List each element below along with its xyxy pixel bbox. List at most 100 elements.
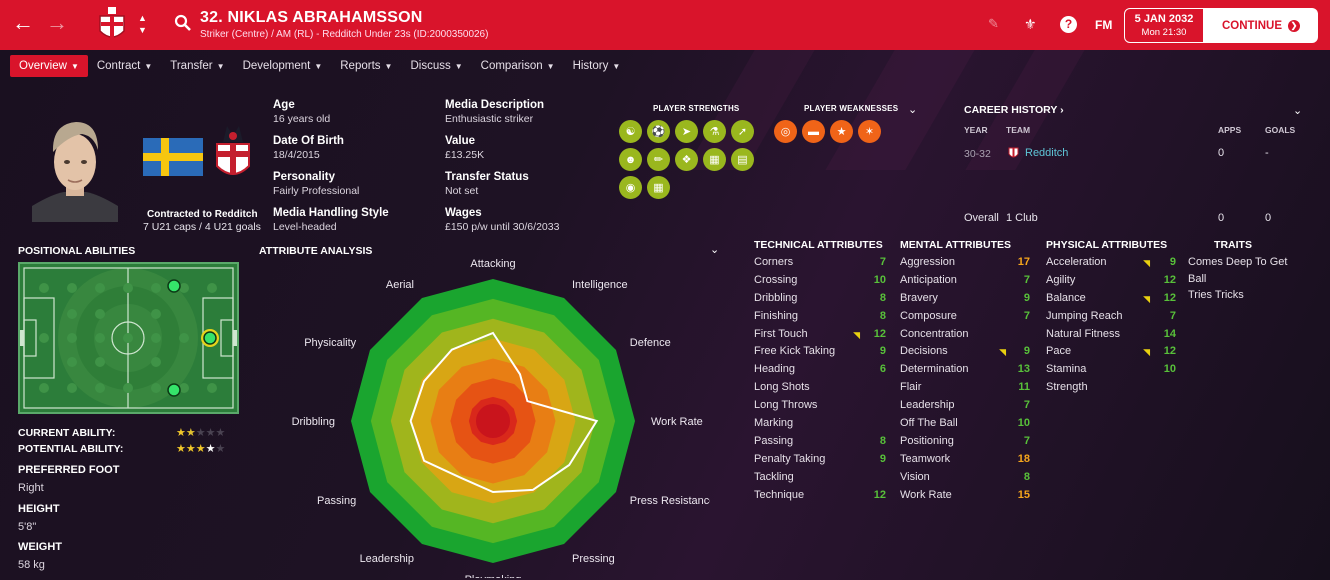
forward-arrow-icon[interactable]: → xyxy=(46,10,68,35)
attribute-row[interactable]: Balance ◥ 12 xyxy=(1046,292,1176,310)
chevron-right-icon: › xyxy=(1060,104,1064,116)
tab-label: Comparison xyxy=(480,60,543,72)
continue-button[interactable]: CONTINUE ❯ xyxy=(1204,8,1318,43)
attribute-row[interactable]: Passing 8 xyxy=(754,435,886,453)
attribute-row[interactable]: Dribbling 8 xyxy=(754,292,886,310)
position-dot-empty xyxy=(67,309,77,319)
trend-icon[interactable]: ➚ xyxy=(731,120,754,143)
fm-menu-button[interactable]: FM xyxy=(1095,18,1113,32)
attribute-row[interactable]: Teamwork 18 xyxy=(900,453,1030,471)
attribute-row[interactable]: Decisions ◥ 9 xyxy=(900,345,1030,363)
attribute-row[interactable]: Natural Fitness 14 xyxy=(1046,328,1176,346)
attribute-row[interactable]: Pace ◥ 12 xyxy=(1046,345,1176,363)
attribute-row[interactable]: Anticipation 7 xyxy=(900,274,1030,292)
edit-icon[interactable]: ✎ xyxy=(988,16,999,31)
attribute-row[interactable]: Stamina 10 xyxy=(1046,363,1176,381)
player-switch-icon[interactable]: ▲ ▼ xyxy=(138,13,147,35)
attribute-name: Leadership xyxy=(900,399,955,412)
attribute-row[interactable]: Tackling xyxy=(754,471,886,489)
attribute-row[interactable]: Flair 11 xyxy=(900,381,1030,399)
back-arrow-icon[interactable]: ← xyxy=(12,10,34,35)
career-goals: - xyxy=(1265,147,1269,159)
trophy-icon[interactable]: ⚜ xyxy=(1024,16,1037,32)
radar-core xyxy=(475,403,511,439)
attribute-value: 8 xyxy=(879,434,886,447)
attribute-row[interactable]: Finishing 8 xyxy=(754,310,886,328)
attribute-row[interactable]: Crossing 10 xyxy=(754,274,886,292)
search-icon[interactable] xyxy=(174,14,192,32)
globe-icon[interactable]: ◉ xyxy=(619,176,642,199)
media-style-value: Level-headed xyxy=(273,221,337,233)
position-dot-natural[interactable] xyxy=(203,331,217,345)
attribute-row[interactable]: Off The Ball 10 xyxy=(900,417,1030,435)
traits: TRAITS Comes Deep To Get Ball Tries Tricks xyxy=(1188,239,1318,306)
attribute-row[interactable]: Long Throws xyxy=(754,399,886,417)
attribute-row[interactable]: Vision 8 xyxy=(900,471,1030,489)
tab-discuss[interactable]: Discuss ▼ xyxy=(401,55,471,77)
target-icon[interactable]: ◎ xyxy=(774,120,797,143)
attribute-row[interactable]: Bravery 9 xyxy=(900,292,1030,310)
head-icon[interactable]: ☻ xyxy=(619,148,642,171)
attribute-row[interactable]: Jumping Reach 7 xyxy=(1046,310,1176,328)
attribute-row[interactable]: Penalty Taking 9 xyxy=(754,453,886,471)
attribute-value: 7 xyxy=(1169,309,1176,322)
attribute-row[interactable]: Aggression 17 xyxy=(900,256,1030,274)
star-icon[interactable]: ★ xyxy=(830,120,853,143)
position-dot-accomplished[interactable] xyxy=(167,383,181,397)
tab-history[interactable]: History ▼ xyxy=(564,55,630,77)
feet-icon[interactable]: ❖ xyxy=(675,148,698,171)
attribute-row[interactable]: Technique 12 xyxy=(754,489,886,507)
chevron-down-icon[interactable]: ⌄ xyxy=(710,244,720,256)
tab-contract[interactable]: Contract ▼ xyxy=(88,55,161,77)
attribute-row[interactable]: Composure 7 xyxy=(900,310,1030,328)
attribute-row[interactable]: Positioning 7 xyxy=(900,435,1030,453)
help-icon[interactable]: ? xyxy=(1060,16,1077,33)
report-icon[interactable]: ▤ xyxy=(731,148,754,171)
personality-value: Fairly Professional xyxy=(273,185,360,197)
potion-icon[interactable]: ⚗ xyxy=(703,120,726,143)
attribute-row[interactable]: Agility 12 xyxy=(1046,274,1176,292)
potential-ability-label: POTENTIAL ABILITY: xyxy=(18,443,124,455)
attribute-row[interactable]: Work Rate 15 xyxy=(900,489,1030,507)
tab-development[interactable]: Development ▼ xyxy=(234,55,332,77)
cash-icon[interactable]: ▦ xyxy=(703,148,726,171)
attribute-row[interactable]: Marking xyxy=(754,417,886,435)
position-dot-empty xyxy=(39,383,49,393)
apps-header: APPS xyxy=(1218,125,1242,135)
dumbbell-icon[interactable]: ▬ xyxy=(802,120,825,143)
attribute-row[interactable]: Leadership 7 xyxy=(900,399,1030,417)
run-icon[interactable]: ➤ xyxy=(675,120,698,143)
tab-transfer[interactable]: Transfer ▼ xyxy=(161,55,233,77)
tab-reports[interactable]: Reports ▼ xyxy=(331,55,401,77)
attribute-row[interactable]: Determination 13 xyxy=(900,363,1030,381)
position-dot-empty xyxy=(151,283,161,293)
burst-icon[interactable]: ✶ xyxy=(858,120,881,143)
dribble-icon[interactable]: ⚽ xyxy=(647,120,670,143)
attribute-row[interactable]: Acceleration ◥ 9 xyxy=(1046,256,1176,274)
attribute-name: Jumping Reach xyxy=(1046,309,1123,322)
attribute-row[interactable]: Concentration xyxy=(900,328,1030,346)
chevron-down-icon[interactable]: ⌄ xyxy=(1293,105,1303,117)
attribute-row[interactable]: Strength xyxy=(1046,381,1176,399)
attribute-row[interactable]: Free Kick Taking 9 xyxy=(754,345,886,363)
position-dot-accomplished[interactable] xyxy=(167,279,181,293)
bone-icon[interactable]: ✏ xyxy=(647,148,670,171)
radar-axis-label: Pressing xyxy=(572,553,615,565)
attribute-row[interactable]: Long Shots xyxy=(754,381,886,399)
attribute-row[interactable]: Heading 6 xyxy=(754,363,886,381)
tab-comparison[interactable]: Comparison ▼ xyxy=(472,55,564,77)
chevron-down-icon[interactable]: ⌄ xyxy=(908,104,918,116)
trend-up-icon: ◥ xyxy=(999,347,1006,358)
weight-value: 58 kg xyxy=(18,559,45,571)
career-team-link[interactable]: Redditch xyxy=(1025,147,1069,159)
club-crest-icon[interactable] xyxy=(98,7,126,43)
attribute-row[interactable]: Corners 7 xyxy=(754,256,886,274)
tab-overview[interactable]: Overview ▼ xyxy=(10,55,88,77)
document-icon[interactable]: ▦ xyxy=(647,176,670,199)
team-icon[interactable]: ☯ xyxy=(619,120,642,143)
career-history-title[interactable]: CAREER HISTORY › xyxy=(964,104,1064,116)
attribute-value: 7 xyxy=(1023,399,1030,412)
attribute-row[interactable]: First Touch ◥ 12 xyxy=(754,328,886,346)
international-caps: 7 U21 caps / 4 U21 goals xyxy=(143,221,261,233)
tab-label: Discuss xyxy=(410,60,451,72)
